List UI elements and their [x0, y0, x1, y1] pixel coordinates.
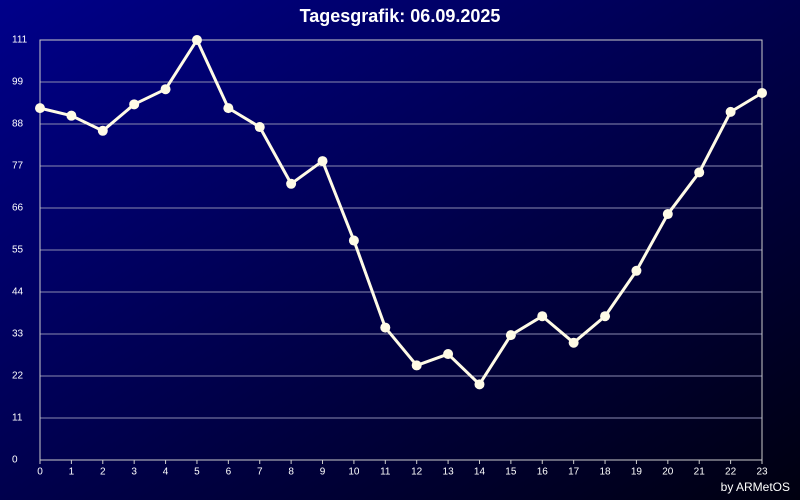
y-tick-label: 22 [12, 371, 24, 382]
y-tick-label: 0 [12, 455, 18, 466]
x-tick-label: 21 [694, 467, 706, 478]
plot-border [39, 39, 763, 461]
x-tick-label: 19 [631, 467, 643, 478]
y-tick-label: 33 [12, 329, 24, 340]
x-tick-label: 18 [599, 467, 611, 478]
x-tick-label: 2 [100, 467, 106, 478]
data-point [317, 156, 328, 167]
data-point [505, 330, 516, 341]
data-point [631, 265, 642, 276]
x-tick-label: 14 [474, 467, 486, 478]
x-tick-label: 15 [505, 467, 517, 478]
data-point [191, 35, 202, 45]
data-point [97, 125, 108, 136]
credit: by ARMetOS [721, 480, 790, 494]
x-tick-label: 7 [257, 467, 263, 478]
y-tick-label: 99 [12, 77, 24, 88]
chart-title: Tagesgrafik: 06.09.2025 [300, 6, 501, 26]
data-point [725, 106, 736, 117]
data-point [160, 84, 171, 95]
x-tick-label: 9 [320, 467, 326, 478]
y-tick-label: 66 [12, 203, 24, 214]
data-point [694, 167, 705, 178]
x-tick-label: 11 [380, 467, 391, 478]
y-tick-label: 44 [12, 287, 24, 298]
x-tick-label: 20 [662, 467, 674, 478]
x-tick-label: 4 [163, 467, 169, 478]
x-tick-label: 16 [537, 467, 549, 478]
y-tick-label: 77 [12, 161, 24, 172]
data-point [286, 178, 297, 189]
x-tick-label: 10 [348, 467, 360, 478]
x-tick-label: 5 [194, 467, 200, 478]
x-tick-label: 23 [756, 467, 768, 478]
data-point [568, 337, 579, 348]
x-tick-label: 6 [226, 467, 232, 478]
data-point [600, 311, 611, 322]
data-point [223, 103, 234, 114]
x-tick-label: 1 [69, 467, 75, 478]
data-point [537, 311, 548, 322]
y-tick-label: 11 [12, 413, 23, 424]
data-point [443, 349, 454, 360]
data-point [380, 322, 391, 333]
data-point [474, 379, 485, 390]
y-tick-label: 55 [12, 245, 24, 256]
data-point [129, 99, 140, 110]
x-tick-label: 13 [443, 467, 455, 478]
data-point [35, 103, 45, 114]
y-tick-label: 88 [12, 119, 24, 130]
x-tick-label: 8 [288, 467, 294, 478]
data-line [39, 38, 763, 386]
x-tick-label: 12 [411, 467, 423, 478]
x-tick-label: 22 [725, 467, 737, 478]
x-tick-label: 0 [37, 467, 43, 478]
y-tick-label: 111 [12, 35, 28, 46]
data-point [66, 110, 77, 121]
data-point [757, 87, 767, 98]
x-tick-label: 3 [131, 467, 137, 478]
data-point [348, 235, 359, 246]
data-point [411, 360, 422, 371]
data-point [662, 209, 673, 220]
x-tick-label: 17 [568, 467, 580, 478]
data-point [254, 122, 265, 133]
